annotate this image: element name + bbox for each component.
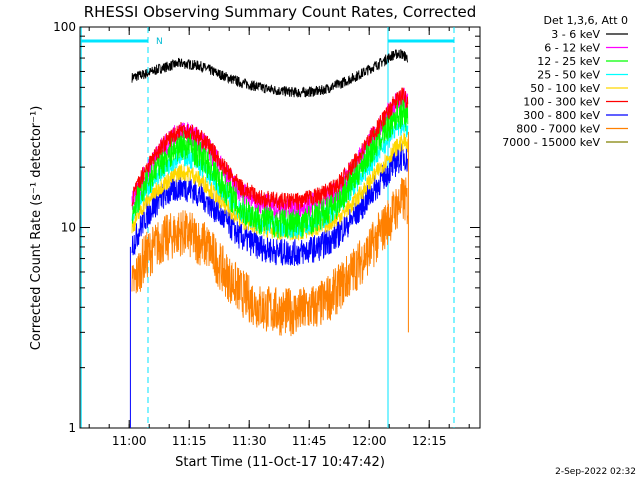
attenuator-flag: N: [156, 37, 163, 47]
y-tick-label: 10: [61, 221, 76, 235]
legend-label-8: 7000 - 15000 keV: [502, 136, 600, 149]
y-tick-label: 100: [53, 20, 76, 34]
legend-label-0: 3 - 6 keV: [551, 28, 600, 41]
x-axis-ticks: 11:00 11:15 11:30 11:45 12:00 12:15: [88, 27, 470, 448]
y-tick-label: 1: [68, 421, 76, 435]
x-tick-label: 11:30: [232, 434, 267, 448]
x-tick-label: 11:00: [112, 434, 147, 448]
x-axis-label: Start Time (11-Oct-17 10:47:42): [175, 455, 385, 470]
x-tick-label: 11:45: [292, 434, 327, 448]
legend-header: Det 1,3,6, Att 0: [544, 14, 628, 27]
legend-label-1: 6 - 12 keV: [544, 42, 600, 55]
series-line-0: [131, 49, 408, 98]
timestamp-footer: 2-Sep-2022 02:32: [555, 467, 636, 477]
series-line-7: [131, 177, 409, 337]
series-line-2: [131, 98, 409, 239]
plot-area: N: [79, 26, 481, 429]
legend-label-6: 300 - 800 keV: [523, 109, 600, 122]
legend-label-3: 25 - 50 keV: [537, 69, 600, 82]
x-tick-label: 12:00: [352, 434, 387, 448]
series-line-5: [131, 87, 409, 211]
legend-label-5: 100 - 300 keV: [523, 96, 600, 109]
chart-title: RHESSI Observing Summary Count Rates, Co…: [84, 3, 477, 21]
x-tick-label: 12:15: [412, 434, 447, 448]
y-axis-ticks: 1 10 100: [53, 20, 480, 435]
legend-label-2: 12 - 25 keV: [537, 55, 600, 68]
x-tick-label: 11:15: [172, 434, 207, 448]
legend-label-7: 800 - 7000 keV: [516, 123, 600, 136]
legend-label-4: 50 - 100 keV: [530, 82, 600, 95]
y-axis-label: Corrected Count Rate (s⁻¹ detector⁻¹): [29, 106, 44, 351]
